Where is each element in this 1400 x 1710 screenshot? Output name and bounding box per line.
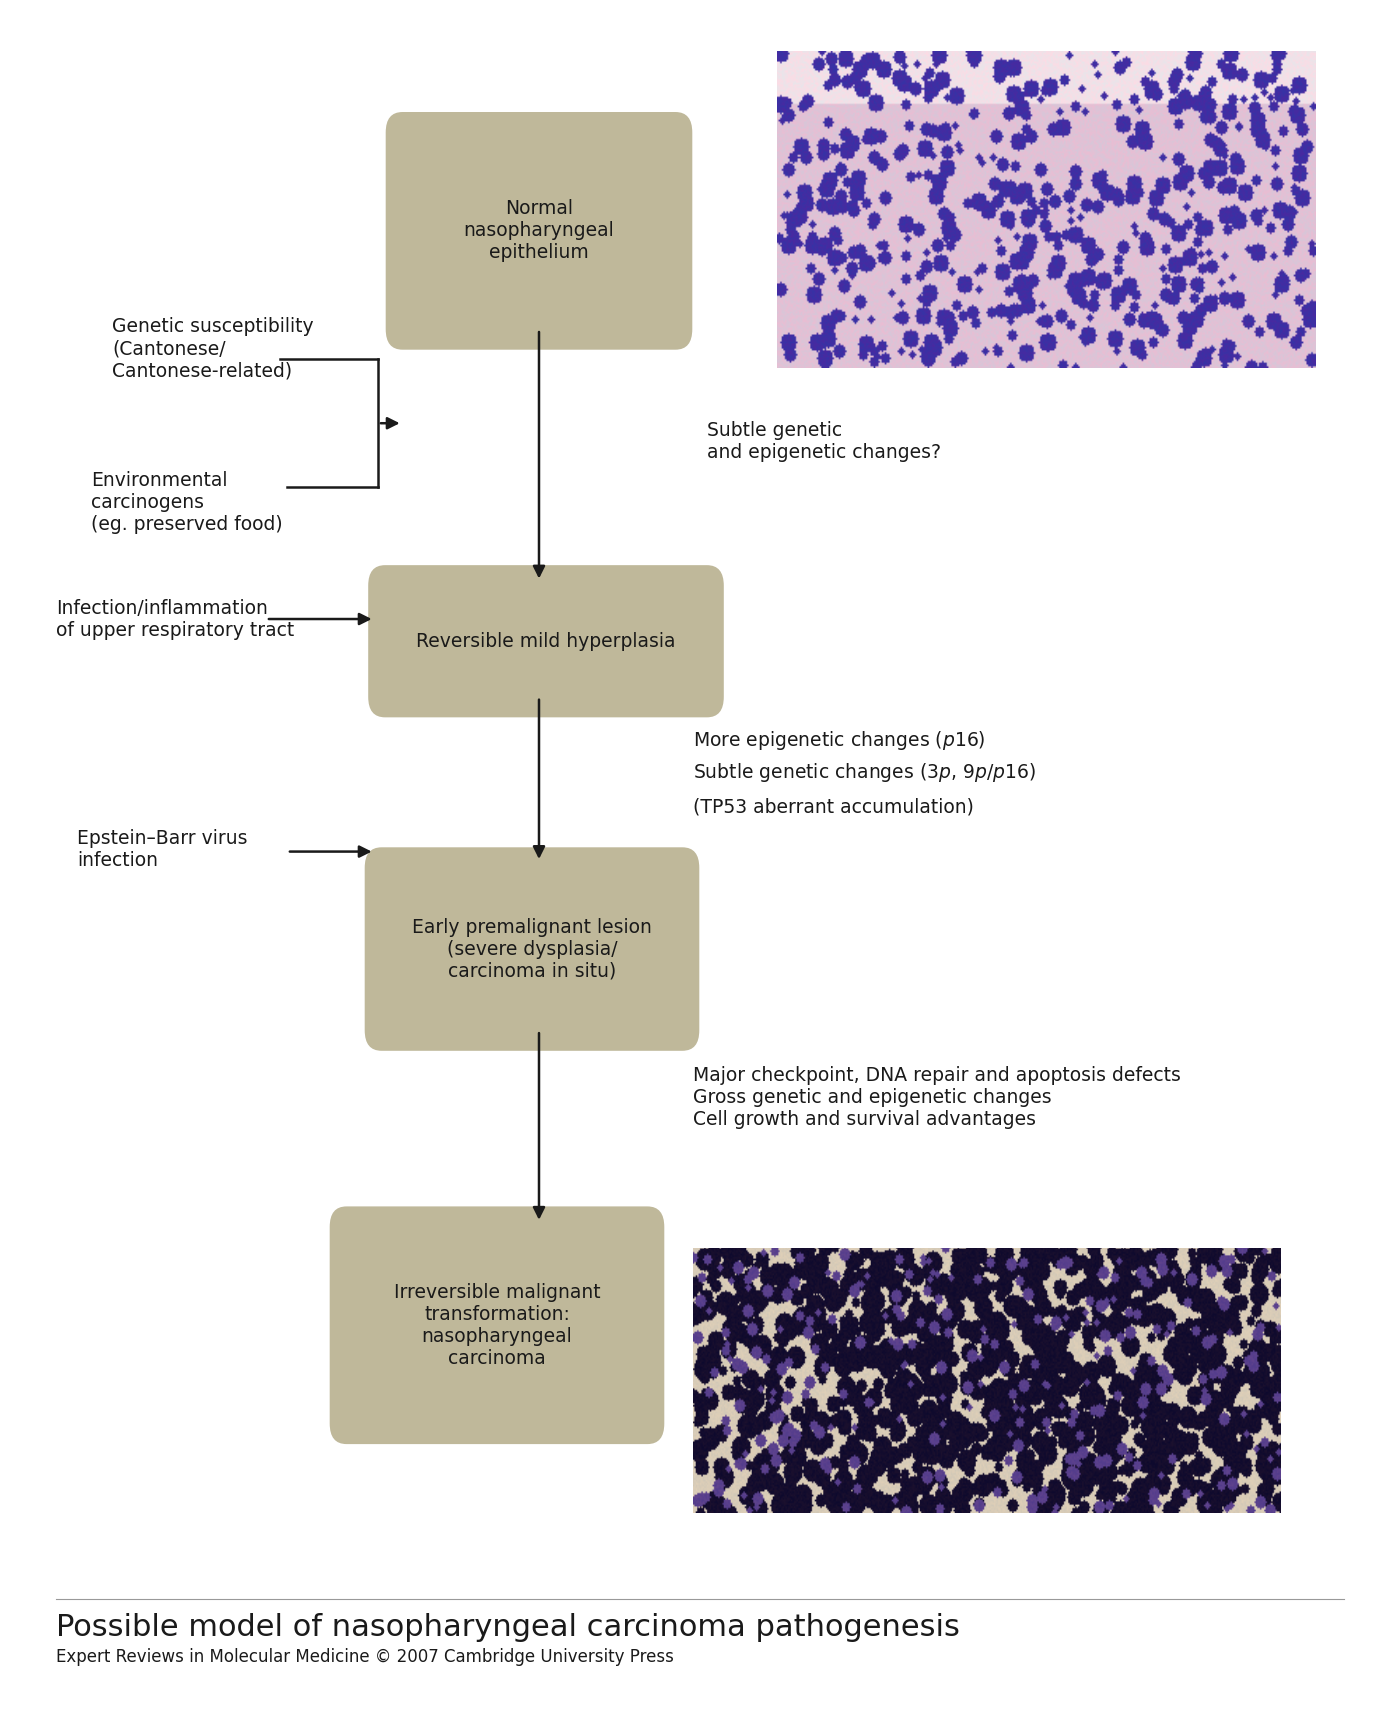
Text: Possible model of nasopharyngeal carcinoma pathogenesis: Possible model of nasopharyngeal carcino… bbox=[56, 1614, 960, 1642]
Text: Normal
nasopharyngeal
epithelium: Normal nasopharyngeal epithelium bbox=[463, 200, 615, 262]
Text: Epstein–Barr virus
infection: Epstein–Barr virus infection bbox=[77, 829, 248, 870]
Text: Irreversible malignant
transformation:
nasopharyngeal
carcinoma: Irreversible malignant transformation: n… bbox=[393, 1282, 601, 1368]
Text: Environmental
carcinogens
(eg. preserved food): Environmental carcinogens (eg. preserved… bbox=[91, 472, 283, 534]
Text: Reversible mild hyperplasia: Reversible mild hyperplasia bbox=[416, 631, 676, 652]
Text: More epigenetic changes ($\mathit{p16}$): More epigenetic changes ($\mathit{p16}$) bbox=[693, 728, 986, 752]
Text: Major checkpoint, DNA repair and apoptosis defects
Gross genetic and epigenetic : Major checkpoint, DNA repair and apoptos… bbox=[693, 1067, 1180, 1129]
FancyBboxPatch shape bbox=[364, 848, 699, 1050]
Text: Genetic susceptibility
(Cantonese/
Cantonese-related): Genetic susceptibility (Cantonese/ Canto… bbox=[112, 318, 314, 380]
Text: Expert Reviews in Molecular Medicine © 2007 Cambridge University Press: Expert Reviews in Molecular Medicine © 2… bbox=[56, 1648, 673, 1666]
Text: Subtle genetic changes ($\mathit{3p}$, $\mathit{9p/p16}$): Subtle genetic changes ($\mathit{3p}$, $… bbox=[693, 761, 1036, 785]
Text: (TP53 aberrant accumulation): (TP53 aberrant accumulation) bbox=[693, 797, 974, 817]
FancyBboxPatch shape bbox=[330, 1207, 664, 1443]
FancyBboxPatch shape bbox=[385, 113, 692, 351]
Text: Subtle genetic
and epigenetic changes?: Subtle genetic and epigenetic changes? bbox=[707, 421, 941, 462]
Text: Infection/inflammation
of upper respiratory tract: Infection/inflammation of upper respirat… bbox=[56, 598, 294, 640]
FancyBboxPatch shape bbox=[368, 566, 724, 718]
Text: Early premalignant lesion
(severe dysplasia/
carcinoma in situ): Early premalignant lesion (severe dyspla… bbox=[412, 918, 652, 980]
